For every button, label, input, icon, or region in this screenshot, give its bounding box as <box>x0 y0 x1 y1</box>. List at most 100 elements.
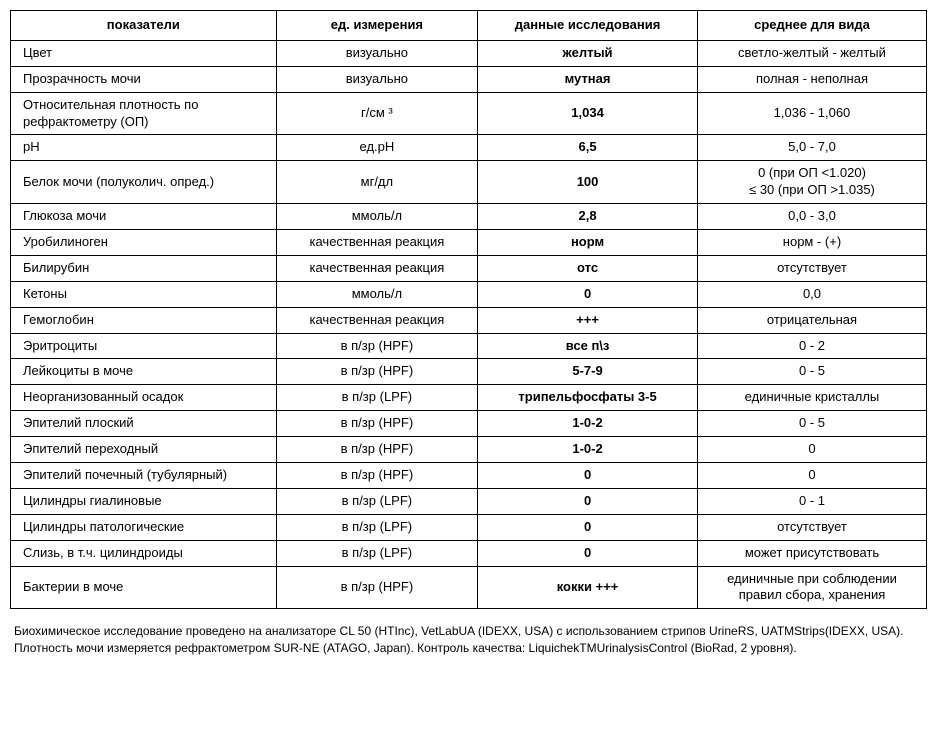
cell-param: Лейкоциты в моче <box>11 359 277 385</box>
cell-param: Кетоны <box>11 281 277 307</box>
cell-param: Гемоглобин <box>11 307 277 333</box>
cell-unit: в п/зр (HPF) <box>276 333 478 359</box>
cell-unit: в п/зр (LPF) <box>276 488 478 514</box>
cell-value: +++ <box>478 307 698 333</box>
cell-unit: в п/зр (LPF) <box>276 540 478 566</box>
cell-ref: норм - (+) <box>697 230 926 256</box>
cell-param: Цилиндры гиалиновые <box>11 488 277 514</box>
cell-param: Относительная плотность по рефрактометру… <box>11 92 277 135</box>
table-row: Эпителий плоскийв п/зр (HPF)1-0-20 - 5 <box>11 411 927 437</box>
table-row: Цилиндры гиалиновыев п/зр (LPF)00 - 1 <box>11 488 927 514</box>
table-row: Глюкоза мочиммоль/л2,80,0 - 3,0 <box>11 204 927 230</box>
cell-param: pH <box>11 135 277 161</box>
cell-unit: ед.pH <box>276 135 478 161</box>
cell-unit: в п/зр (HPF) <box>276 566 478 609</box>
table-row: Эпителий почечный (тубулярный)в п/зр (HP… <box>11 463 927 489</box>
table-row: Билирубинкачественная реакцияотсотсутств… <box>11 255 927 281</box>
cell-ref: 0 - 5 <box>697 359 926 385</box>
cell-value: кокки +++ <box>478 566 698 609</box>
cell-ref: 5,0 - 7,0 <box>697 135 926 161</box>
table-row: Прозрачность мочивизуальномутнаяполная -… <box>11 66 927 92</box>
cell-param: Белок мочи (полуколич. опред.) <box>11 161 277 204</box>
cell-value: 6,5 <box>478 135 698 161</box>
footnote-text: Биохимическое исследование проведено на … <box>10 623 927 655</box>
cell-value: все п\з <box>478 333 698 359</box>
cell-ref: 0 - 1 <box>697 488 926 514</box>
cell-value: 0 <box>478 488 698 514</box>
cell-unit: ммоль/л <box>276 281 478 307</box>
table-header-row: показатели ед. измерения данные исследов… <box>11 11 927 41</box>
table-row: Цветвизуальножелтыйсветло-желтый - желты… <box>11 40 927 66</box>
cell-unit: в п/зр (HPF) <box>276 359 478 385</box>
cell-ref: единичные при соблюдении правил сбора, х… <box>697 566 926 609</box>
table-row: Относительная плотность по рефрактометру… <box>11 92 927 135</box>
cell-param: Цвет <box>11 40 277 66</box>
cell-unit: в п/зр (LPF) <box>276 514 478 540</box>
cell-ref: 0 <box>697 437 926 463</box>
cell-unit: в п/зр (HPF) <box>276 437 478 463</box>
cell-param: Бактерии в моче <box>11 566 277 609</box>
header-param: показатели <box>11 11 277 41</box>
cell-unit: мг/дл <box>276 161 478 204</box>
table-row: Гемоглобинкачественная реакция+++отрицат… <box>11 307 927 333</box>
cell-ref: отсутствует <box>697 255 926 281</box>
table-row: Эритроцитыв п/зр (HPF)все п\з0 - 2 <box>11 333 927 359</box>
cell-unit: качественная реакция <box>276 307 478 333</box>
urinalysis-table: показатели ед. измерения данные исследов… <box>10 10 927 609</box>
table-row: pHед.pH6,55,0 - 7,0 <box>11 135 927 161</box>
header-ref: среднее для вида <box>697 11 926 41</box>
table-row: Цилиндры патологическиев п/зр (LPF)0отсу… <box>11 514 927 540</box>
table-row: Уробилиногенкачественная реакциянормнорм… <box>11 230 927 256</box>
cell-value: 1-0-2 <box>478 437 698 463</box>
cell-value: норм <box>478 230 698 256</box>
cell-ref: 0 (при ОП <1.020)≤ 30 (при ОП >1.035) <box>697 161 926 204</box>
cell-param: Слизь, в т.ч. цилиндроиды <box>11 540 277 566</box>
cell-param: Эпителий почечный (тубулярный) <box>11 463 277 489</box>
header-unit: ед. измерения <box>276 11 478 41</box>
cell-value: желтый <box>478 40 698 66</box>
cell-ref: светло-желтый - желтый <box>697 40 926 66</box>
cell-unit: в п/зр (HPF) <box>276 463 478 489</box>
cell-value: 1,034 <box>478 92 698 135</box>
cell-value: 2,8 <box>478 204 698 230</box>
cell-ref: полная - неполная <box>697 66 926 92</box>
cell-unit: ммоль/л <box>276 204 478 230</box>
cell-ref: 0 - 2 <box>697 333 926 359</box>
cell-param: Билирубин <box>11 255 277 281</box>
cell-param: Прозрачность мочи <box>11 66 277 92</box>
table-row: Белок мочи (полуколич. опред.)мг/дл1000 … <box>11 161 927 204</box>
cell-unit: визуально <box>276 40 478 66</box>
cell-value: 0 <box>478 463 698 489</box>
cell-value: 0 <box>478 281 698 307</box>
cell-value: 0 <box>478 514 698 540</box>
cell-unit: в п/зр (LPF) <box>276 385 478 411</box>
cell-unit: г/см ³ <box>276 92 478 135</box>
cell-ref: отсутствует <box>697 514 926 540</box>
cell-unit: качественная реакция <box>276 230 478 256</box>
cell-param: Глюкоза мочи <box>11 204 277 230</box>
cell-ref: 0,0 <box>697 281 926 307</box>
cell-unit: качественная реакция <box>276 255 478 281</box>
cell-value: 1-0-2 <box>478 411 698 437</box>
cell-param: Неорганизованный осадок <box>11 385 277 411</box>
cell-value: 5-7-9 <box>478 359 698 385</box>
cell-param: Цилиндры патологические <box>11 514 277 540</box>
cell-param: Уробилиноген <box>11 230 277 256</box>
cell-value: 100 <box>478 161 698 204</box>
table-row: Слизь, в т.ч. цилиндроидыв п/зр (LPF)0мо… <box>11 540 927 566</box>
table-row: Бактерии в мочев п/зр (HPF)кокки +++един… <box>11 566 927 609</box>
cell-param: Эритроциты <box>11 333 277 359</box>
cell-ref: может присутствовать <box>697 540 926 566</box>
header-value: данные исследования <box>478 11 698 41</box>
cell-param: Эпителий переходный <box>11 437 277 463</box>
cell-value: 0 <box>478 540 698 566</box>
cell-ref: 0 <box>697 463 926 489</box>
cell-ref: 0 - 5 <box>697 411 926 437</box>
cell-ref: единичные кристаллы <box>697 385 926 411</box>
cell-unit: в п/зр (HPF) <box>276 411 478 437</box>
table-row: Неорганизованный осадокв п/зр (LPF)трипе… <box>11 385 927 411</box>
cell-ref: 0,0 - 3,0 <box>697 204 926 230</box>
cell-value: отс <box>478 255 698 281</box>
table-row: Эпителий переходныйв п/зр (HPF)1-0-20 <box>11 437 927 463</box>
table-row: Лейкоциты в мочев п/зр (HPF)5-7-90 - 5 <box>11 359 927 385</box>
